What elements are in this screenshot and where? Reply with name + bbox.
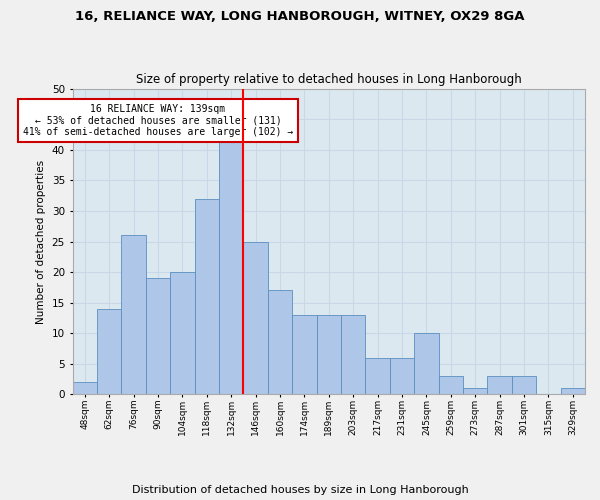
Bar — [194, 198, 219, 394]
Bar — [341, 315, 365, 394]
Text: 16 RELIANCE WAY: 139sqm
← 53% of detached houses are smaller (131)
41% of semi-d: 16 RELIANCE WAY: 139sqm ← 53% of detache… — [23, 104, 293, 137]
Bar — [365, 358, 390, 395]
Bar — [268, 290, 292, 395]
Text: Distribution of detached houses by size in Long Hanborough: Distribution of detached houses by size … — [131, 485, 469, 495]
Bar — [560, 388, 585, 394]
Bar — [512, 376, 536, 394]
Bar — [219, 138, 244, 394]
Bar — [73, 382, 97, 394]
Bar — [146, 278, 170, 394]
Bar — [487, 376, 512, 394]
Bar — [317, 315, 341, 394]
Y-axis label: Number of detached properties: Number of detached properties — [36, 160, 46, 324]
Bar — [97, 309, 121, 394]
Bar — [390, 358, 414, 395]
Title: Size of property relative to detached houses in Long Hanborough: Size of property relative to detached ho… — [136, 73, 521, 86]
Bar — [170, 272, 194, 394]
Bar — [121, 236, 146, 394]
Bar — [292, 315, 317, 394]
Bar — [414, 334, 439, 394]
Bar — [244, 242, 268, 394]
Text: 16, RELIANCE WAY, LONG HANBOROUGH, WITNEY, OX29 8GA: 16, RELIANCE WAY, LONG HANBOROUGH, WITNE… — [75, 10, 525, 23]
Bar — [463, 388, 487, 394]
Bar — [439, 376, 463, 394]
